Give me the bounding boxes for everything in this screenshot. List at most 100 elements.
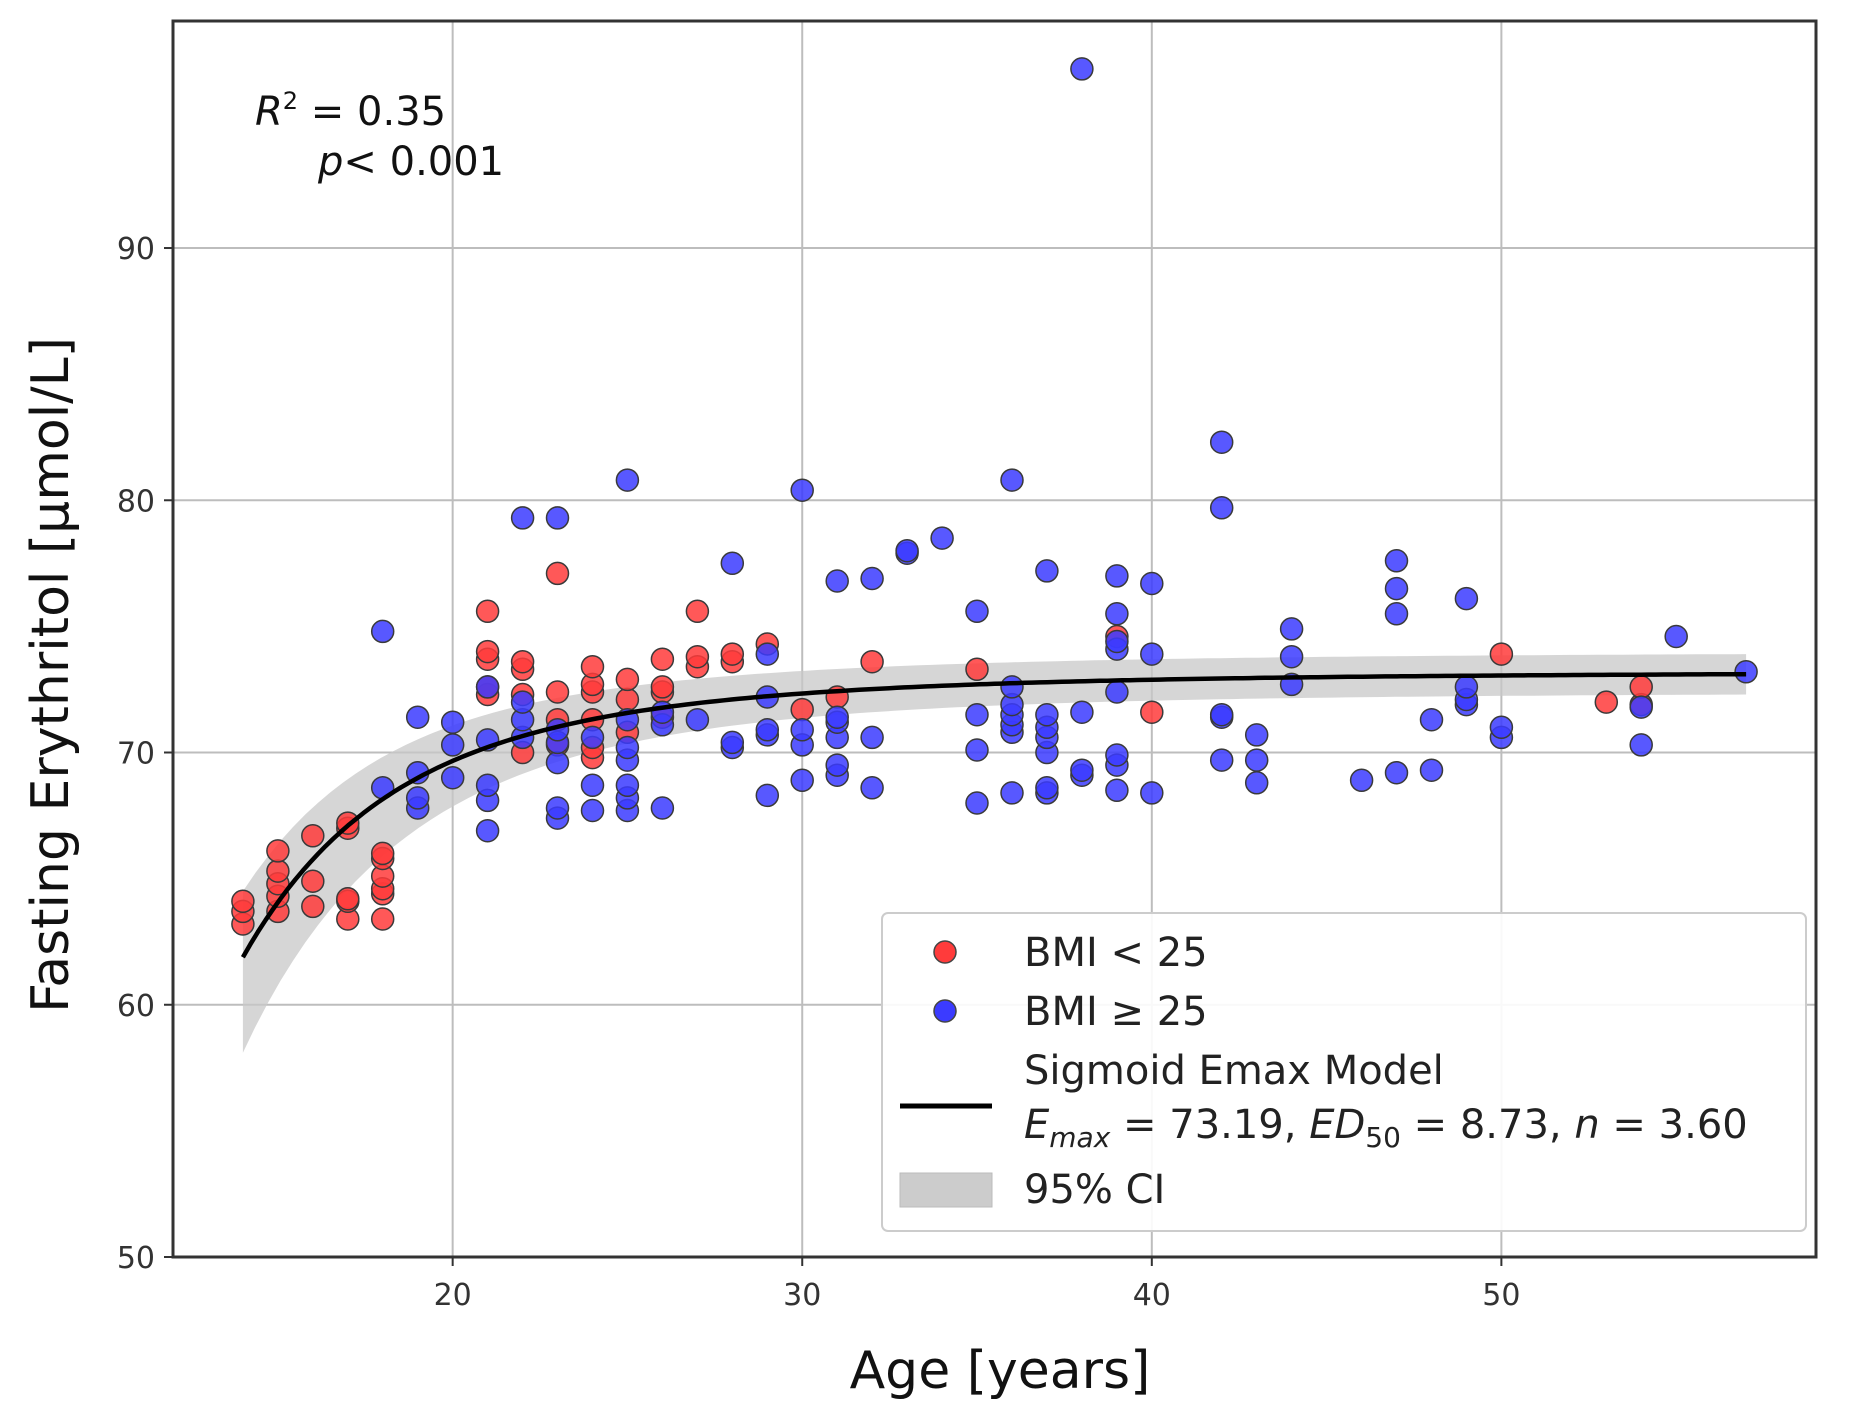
ci-band — [242, 654, 1747, 1053]
formula-ed50-symbol: ED — [1309, 1102, 1365, 1148]
data-point — [1384, 549, 1409, 573]
data-point — [650, 796, 675, 820]
data-point — [1384, 602, 1409, 626]
data-point — [615, 667, 640, 692]
legend-label-bmi-under-25: BMI < 25 — [1024, 930, 1208, 976]
model-curve — [240, 671, 1747, 959]
data-point — [440, 765, 465, 790]
data-point — [720, 551, 745, 576]
data-point — [755, 718, 780, 742]
p-value-annotation: p< 0.001 — [317, 139, 504, 185]
data-point — [685, 707, 710, 732]
r-squared-value: = 0.35 — [298, 89, 446, 135]
data-point — [301, 869, 325, 893]
data-point — [1384, 576, 1409, 601]
data-point — [1489, 642, 1514, 666]
data-point — [1454, 675, 1479, 699]
data-point — [1035, 559, 1059, 583]
data-point — [860, 725, 884, 750]
data-point — [545, 680, 570, 704]
data-point — [895, 538, 919, 563]
data-point — [405, 705, 430, 729]
data-point — [1035, 776, 1059, 800]
data-point — [1279, 617, 1304, 641]
axis-ticks: 20 30 40 50 50 60 70 80 90 — [117, 232, 1521, 1313]
data-point — [1629, 733, 1653, 757]
formula-emax-value: = 73.19, — [1110, 1102, 1309, 1148]
data-point — [1629, 695, 1653, 719]
data-point — [475, 599, 500, 624]
data-point — [440, 733, 465, 757]
x-tick-label: 20 — [434, 1278, 472, 1313]
data-point — [965, 738, 989, 762]
data-point — [1035, 702, 1059, 727]
formula-n-value: = 3.60 — [1600, 1102, 1748, 1148]
data-point — [580, 798, 605, 823]
data-point — [510, 649, 535, 674]
data-point — [301, 824, 325, 848]
data-point — [1349, 768, 1374, 793]
data-point — [370, 619, 395, 644]
data-point — [720, 730, 745, 755]
data-point — [1244, 748, 1269, 772]
data-point — [1105, 680, 1129, 704]
r-squared-superscript: 2 — [283, 87, 298, 115]
data-point — [1140, 781, 1164, 805]
data-point — [475, 675, 500, 699]
data-point — [1105, 778, 1129, 803]
data-point — [545, 796, 570, 820]
data-point — [440, 710, 465, 734]
data-point — [1419, 758, 1444, 782]
data-point — [1070, 758, 1094, 782]
legend-marker-bmi-under-25 — [933, 940, 957, 964]
data-point — [266, 859, 290, 883]
data-point — [1279, 644, 1304, 669]
data-point — [1105, 602, 1129, 626]
data-point — [965, 657, 989, 682]
data-point — [1629, 675, 1653, 699]
data-point — [1734, 660, 1758, 684]
data-point — [1140, 642, 1164, 666]
legend-box — [881, 912, 1807, 1232]
data-point — [1419, 707, 1444, 732]
data-point — [580, 773, 605, 798]
p-value: < 0.001 — [343, 139, 504, 185]
y-axis-title: Fasting Erythritol [µmol/L] — [21, 337, 81, 1013]
data-point — [370, 841, 395, 866]
data-point — [475, 818, 500, 843]
data-point — [755, 642, 780, 666]
data-point — [650, 647, 675, 671]
data-point — [1000, 675, 1024, 699]
data-point — [266, 839, 290, 863]
data-point — [1070, 57, 1094, 81]
data-point — [1000, 468, 1024, 492]
formula-emax-symbol: E — [1024, 1102, 1050, 1148]
data-point — [475, 639, 500, 664]
formula-ed50-subscript: 50 — [1365, 1121, 1401, 1154]
data-point — [545, 750, 570, 775]
model-curve-layer — [240, 671, 1747, 959]
data-point — [825, 753, 849, 777]
formula-emax-subscript: max — [1049, 1121, 1110, 1154]
data-point — [685, 644, 710, 669]
r-squared-annotation: R2 = 0.35 — [255, 87, 446, 135]
y-tick-label: 70 — [117, 737, 155, 772]
x-tick-label: 50 — [1482, 1278, 1520, 1313]
formula-ed50-value: = 8.73, — [1401, 1102, 1574, 1148]
data-point — [1070, 700, 1094, 724]
data-point — [1105, 629, 1129, 654]
data-point — [790, 478, 814, 502]
data-point — [755, 783, 780, 808]
data-point — [965, 702, 989, 727]
data-point — [1000, 781, 1024, 805]
p-symbol: p — [317, 139, 343, 185]
data-point — [1209, 702, 1234, 727]
data-point — [580, 725, 605, 750]
data-point — [615, 735, 640, 760]
legend-marker-ci-patch — [899, 1172, 993, 1208]
legend-label-bmi-25-plus: BMI ≥ 25 — [1024, 989, 1208, 1035]
data-point — [650, 675, 675, 699]
data-point — [1209, 748, 1234, 772]
data-point — [301, 894, 325, 919]
